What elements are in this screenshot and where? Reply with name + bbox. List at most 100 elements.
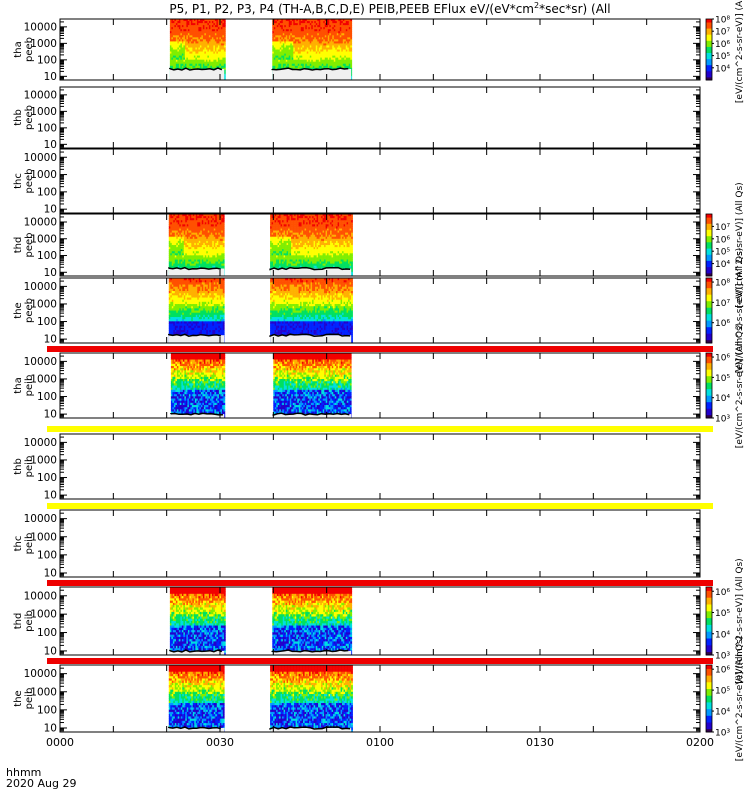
y-tick-label: 100 [37,122,57,134]
probe-label: tha [13,377,24,393]
spectrogram-block [272,350,352,419]
y-tick-label: 10000 [24,152,57,164]
colorbar-label: [eV/(cm^2-s-sr-eV)] (All Qs) [735,558,745,683]
y-tick-label: 1000 [30,106,57,118]
spectrogram-block [168,662,225,733]
species-label: peeb [24,105,35,130]
panel-background [60,19,700,80]
y-tick-label: 10 [44,645,57,657]
y-tick-label: 100 [37,704,57,716]
colorbar-tick-label: 10³ [715,652,730,662]
colorbar-tick-label: 10⁴ [715,64,730,74]
date-label: 2020 Aug 29 [6,777,77,790]
probe-label: thc [13,536,24,552]
chart-title: P5, P1, P2, P3, P4 (TH-A,B,C,D,E) PEIB,P… [60,1,720,16]
species-label: peib [24,533,35,555]
red-flag-band [47,346,713,352]
title-prefix: P5, P1, P2, P3, P4 (TH-A,B,C,D,E) PEIB,P… [169,2,534,16]
colorbar-tick-label: 10⁶ [715,666,730,676]
y-ticks [60,509,700,578]
colorbar-label: [eV/(cm^2-s-sr-eV)] (All Qs) [735,323,745,448]
colorbar-frame [705,352,713,419]
probe-label: tha [13,41,24,57]
colorbar-tick-label: 10⁸ [715,16,730,26]
panel-background [60,149,700,213]
red-flag-band [47,658,713,664]
colorbar-label-text: [eV/(cm^2-s-sr-eV)] (All Qs) [735,558,745,683]
colorbar-tick-label: 10³ [715,729,730,739]
species-label: peib [24,610,35,632]
colorbar-tick-label: 10⁶ [715,354,730,364]
y-tick-label: 100 [37,316,57,328]
potential-line [170,412,223,416]
spectrogram-block [169,584,226,656]
title-tail: (All [591,2,611,16]
time-axis-label: hhmm [6,766,42,779]
panel-background [60,278,700,343]
colorbar-tick-label: 10⁵ [715,687,730,697]
probe-label: thd [13,237,24,254]
panel-ylabel: tha peib [13,375,35,397]
species-label: peeb [24,233,35,258]
potential-line [269,266,351,271]
colorbar-tick-label: 10⁶ [715,319,730,329]
title-superscript: 2 [533,1,540,10]
x-ticks [59,587,701,655]
spectrogram-block [271,19,353,81]
panel-ylabel: thd peib [13,610,35,632]
y-tick-label: 1000 [30,38,57,50]
species-label: peib [24,688,35,710]
y-ticks [60,213,700,277]
panel-background [60,587,700,655]
colorbar: 10⁷ 10⁶ 10⁵ 10⁴ [eV/(cm^2-s-sr-eV)] (All Qs) [705,182,745,308]
colorbar-label: [eV/(cm^2-s-sr-eV)] (All [735,0,745,103]
potential-line [169,67,223,71]
yellow-flag-band [47,503,713,509]
x-ticks [59,278,701,343]
y-ticks [60,277,700,344]
panel-ylabel: thb peeb [13,105,35,130]
y-tick-label: 10000 [24,89,57,101]
colorbar: 10⁶ 10⁵ 10⁴ 10³ [eV/(cm^2-s-sr-eV)] (All Qs) [705,558,745,684]
y-tick-label: 10 [44,409,57,421]
species-label: peib [24,456,35,478]
x-ticks [59,214,701,276]
colorbar-frame [705,664,713,733]
probe-label: thd [13,613,24,630]
colorbar-tick-label: 10⁵ [715,248,730,258]
x-ticks [59,665,701,732]
colorbar-frame [705,213,713,277]
spectrogram-block [269,214,353,277]
x-ticks [59,510,701,577]
y-tick-label: 10000 [24,437,57,449]
spectrogram-block [269,662,353,733]
probe-label: the [13,690,24,706]
potential-line [269,333,351,338]
x-ticks [59,87,701,148]
colorbar: 10⁸ 10⁷ 10⁶ [eV/(cm^2-s-sr-eV)] (All Qs) [705,248,745,373]
y-tick-label: 100 [37,472,57,484]
y-tick-label: 10000 [24,21,57,33]
colorbar-tick-label: 10³ [715,415,730,425]
spectrogram-block [170,350,226,419]
y-tick-label: 10000 [24,281,57,293]
x-ticks [59,19,701,80]
y-tick-label: 100 [37,250,57,262]
probe-label: thc [13,173,24,189]
y-tick-label: 100 [37,391,57,403]
colorbar-label-text: [eV/(cm^2-s-sr-eV)] (All Qs) [735,636,745,761]
y-tick-label: 1000 [30,169,57,181]
colorbar-tick-label: 10⁷ [715,28,730,38]
probe-label: thb [13,109,24,126]
y-tick-label: 10000 [24,356,57,368]
panel-ylabel: the peib [13,688,35,710]
colorbar-tick-label: 10⁵ [715,52,730,62]
x-ticks [59,434,701,499]
colorbar-tick-label: 10⁴ [715,630,730,640]
